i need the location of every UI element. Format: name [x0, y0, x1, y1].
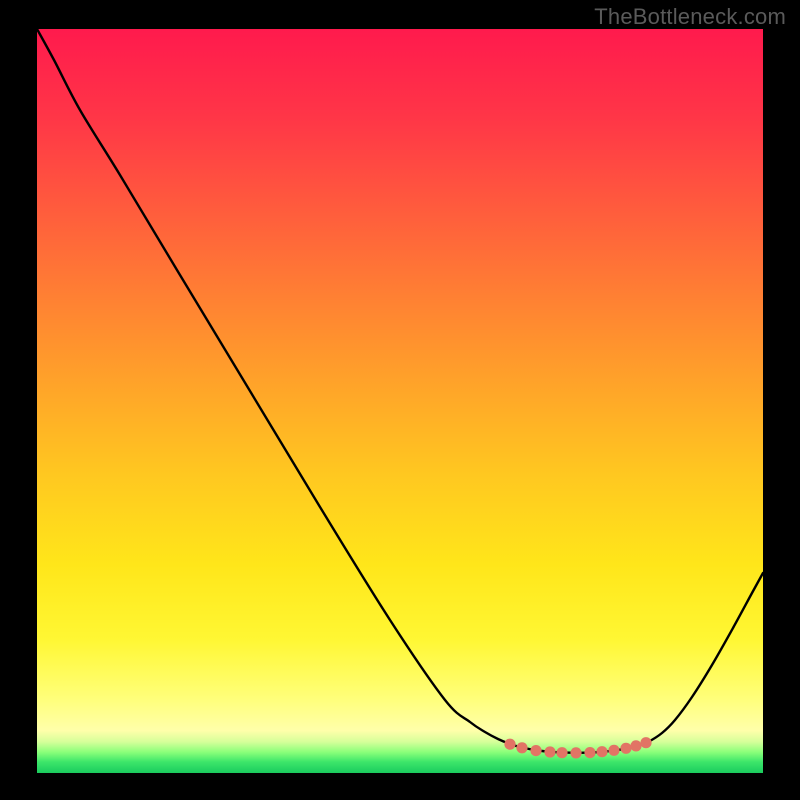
- bottom-marker: [570, 747, 581, 758]
- bottom-marker: [608, 745, 619, 756]
- bottom-marker: [504, 739, 515, 750]
- bottom-marker: [584, 747, 595, 758]
- bottom-marker: [630, 740, 641, 751]
- curve-path: [37, 29, 763, 753]
- bottom-marker: [544, 746, 555, 757]
- bottom-marker: [556, 747, 567, 758]
- watermark-text: TheBottleneck.com: [594, 4, 786, 30]
- bottom-marker: [516, 742, 527, 753]
- chart-area: [37, 29, 763, 773]
- bottom-marker: [530, 745, 541, 756]
- bottom-marker: [596, 746, 607, 757]
- bottom-marker: [620, 743, 631, 754]
- bottom-marker: [640, 737, 651, 748]
- bottleneck-curve: [37, 29, 763, 773]
